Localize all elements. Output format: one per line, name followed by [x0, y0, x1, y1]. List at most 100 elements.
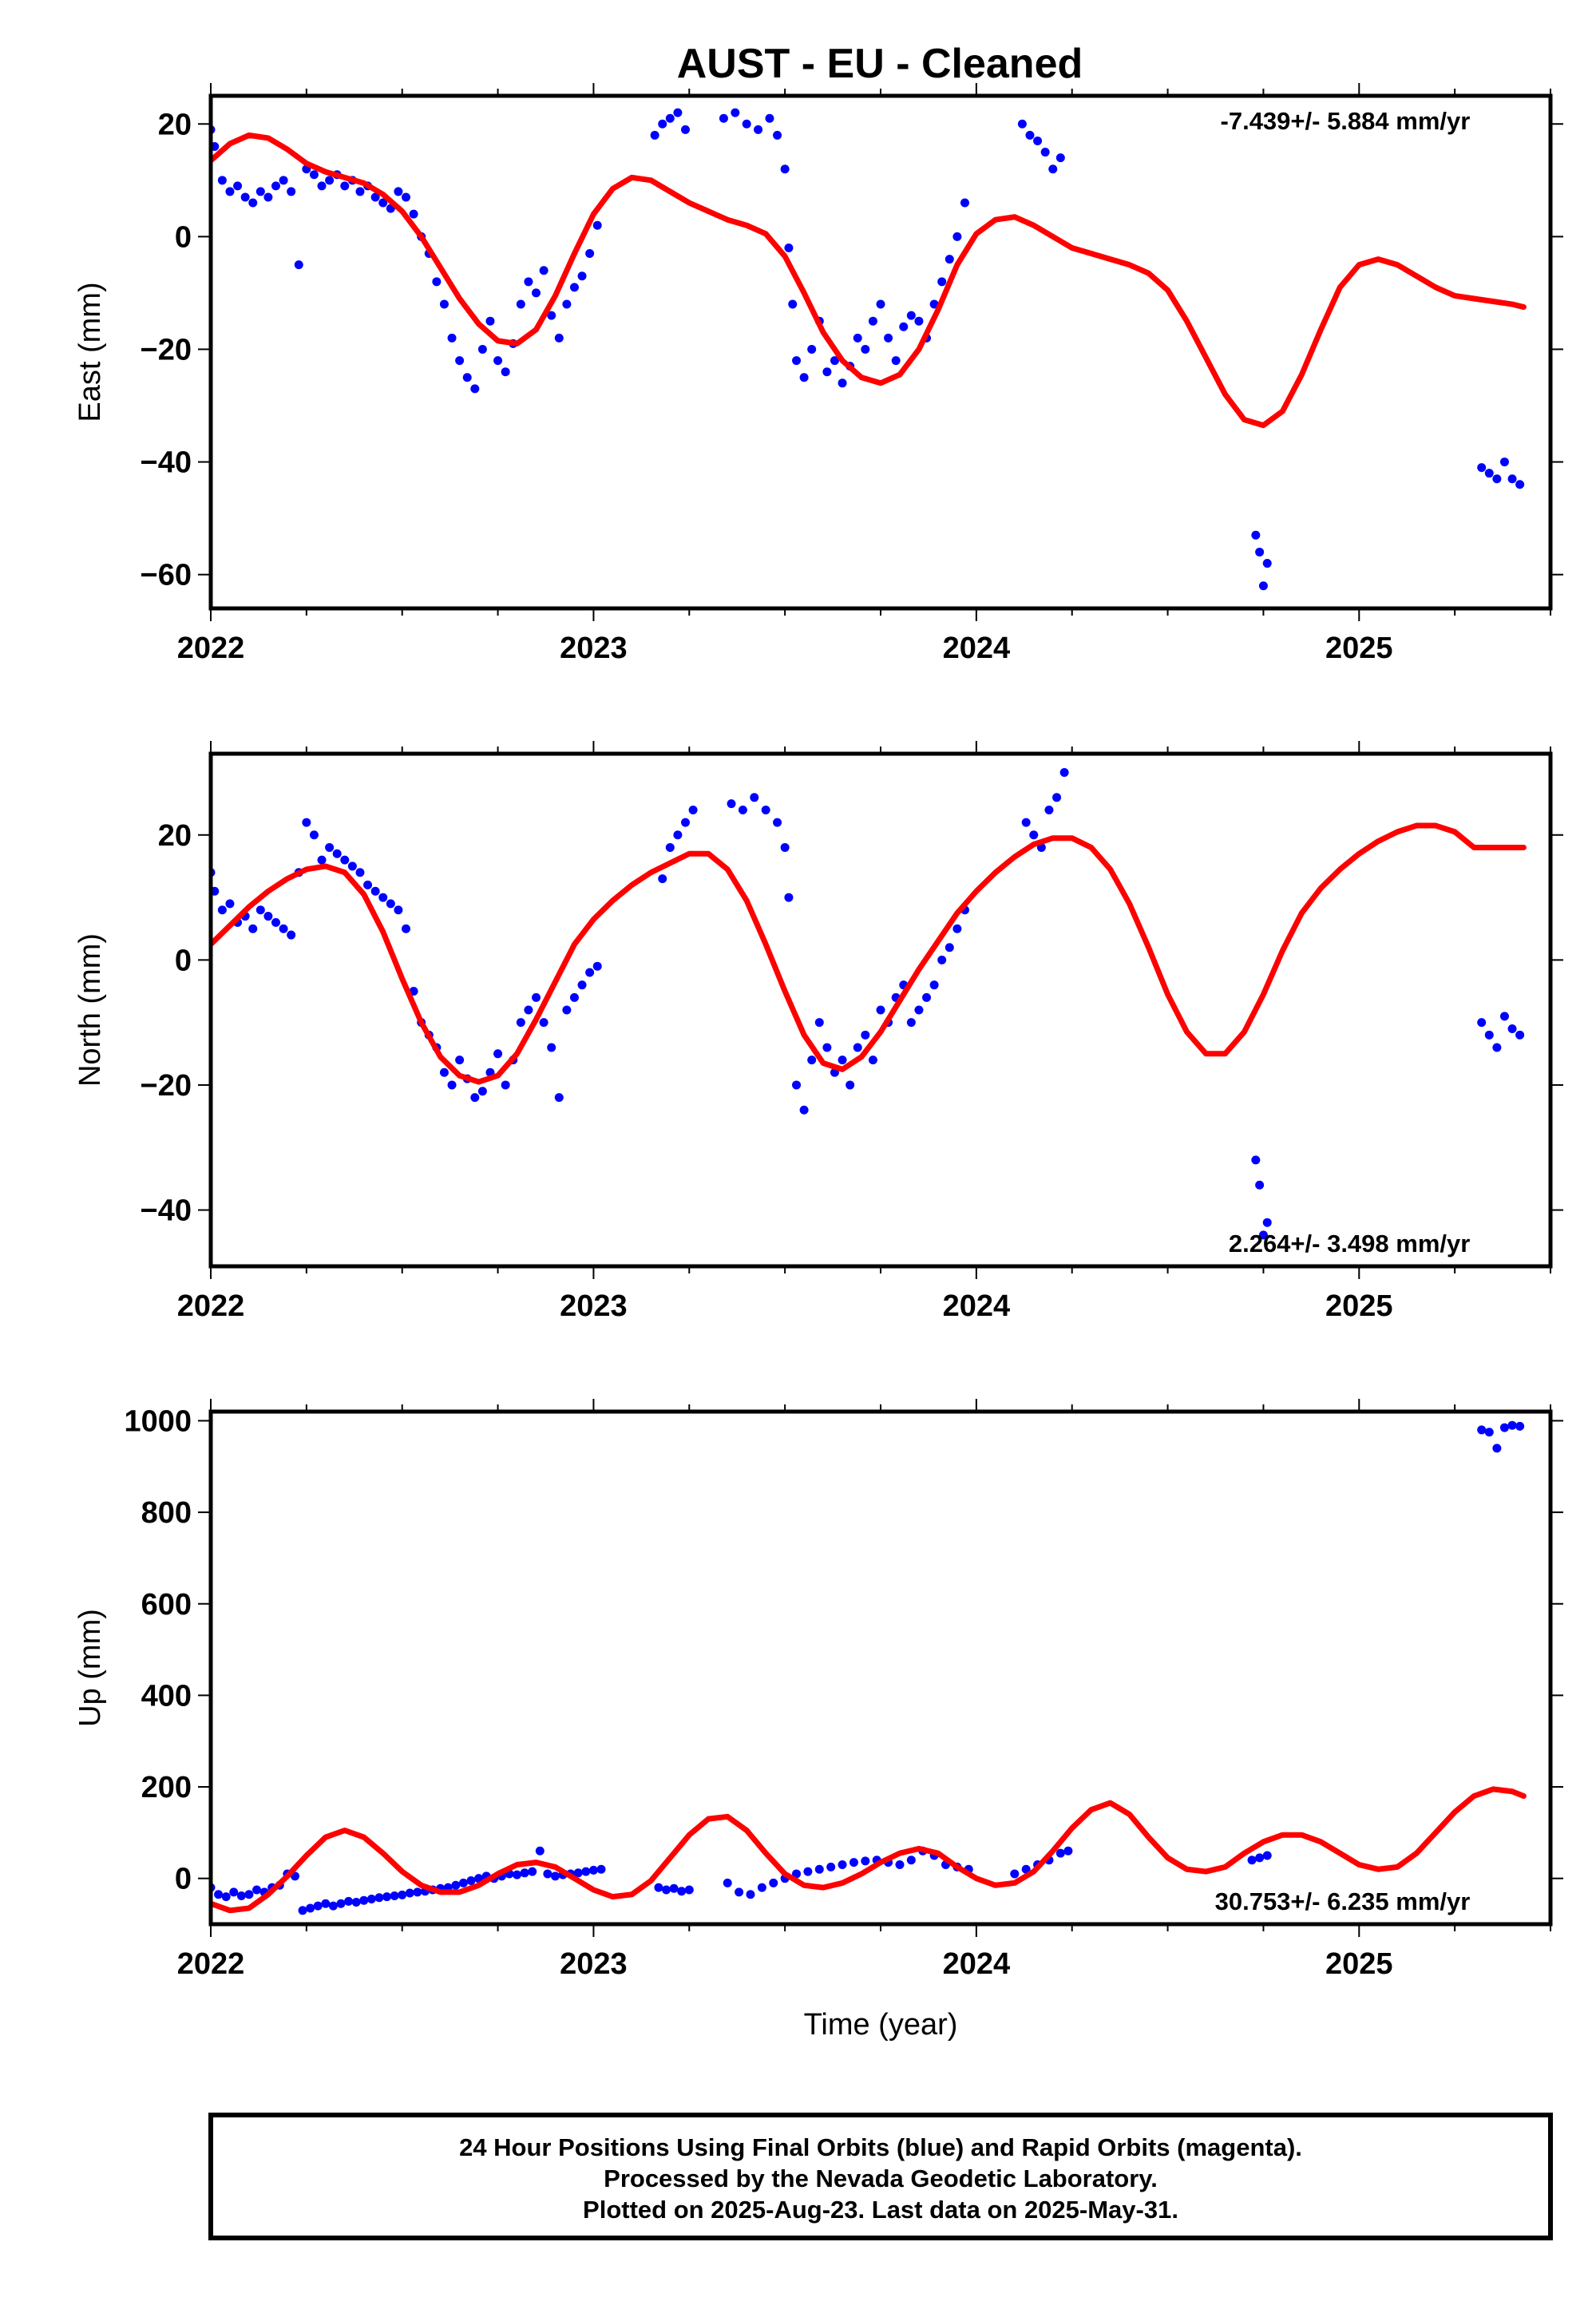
north-data-point [1477, 1018, 1487, 1028]
east-data-point [409, 209, 418, 219]
up-data-point [895, 1860, 905, 1869]
north-y-axis-title: North (mm) [73, 933, 107, 1087]
north-data-point [547, 1043, 556, 1052]
north-data-point [673, 830, 683, 840]
east-data-point [532, 288, 541, 298]
chart-title: AUST - EU - Cleaned [677, 41, 1083, 87]
north-data-point [1499, 1012, 1509, 1021]
up-data-point [528, 1867, 537, 1876]
north-data-point [1044, 805, 1054, 814]
up-x-axis-title: Time (year) [804, 2008, 958, 2042]
north-data-point [585, 968, 595, 977]
up-data-point [535, 1846, 545, 1856]
north-data-point [688, 805, 698, 814]
east-data-point [665, 113, 675, 123]
north-y-tick-label: −20 [141, 1069, 192, 1103]
up-data-point [735, 1887, 744, 1897]
north-data-point [501, 1080, 510, 1090]
north-data-point [727, 799, 736, 809]
north-data-point [853, 1043, 862, 1052]
east-data-point [524, 277, 533, 287]
north-data-point [455, 1056, 465, 1065]
north-data-point [309, 830, 319, 840]
up-data-point [321, 1899, 331, 1908]
east-data-point [719, 113, 728, 123]
north-data-point [255, 905, 265, 915]
up-data-point [543, 1869, 552, 1879]
up-data-point [849, 1858, 858, 1867]
up-x-tick-label: 2025 [1325, 1947, 1393, 1981]
footer-line-2: Processed by the Nevada Geodetic Laborat… [604, 2165, 1158, 2192]
north-data-point [279, 924, 288, 933]
footer-frame [208, 2113, 1553, 2240]
north-data-point [922, 992, 932, 1002]
north-data-point [363, 880, 373, 889]
up-data-point [669, 1883, 679, 1893]
east-data-point [309, 170, 319, 180]
east-data-point [799, 373, 809, 382]
up-data-point [581, 1867, 591, 1876]
east-model-line [211, 132, 1527, 429]
east-data-point [792, 356, 802, 366]
up-data-point [588, 1865, 598, 1875]
north-data-point [470, 1093, 480, 1103]
north-x-tick-label: 2025 [1325, 1289, 1393, 1323]
footer-line-1: 24 Hour Positions Using Final Orbits (bl… [459, 2133, 1302, 2161]
east-frame [208, 93, 1553, 611]
north-data-point [1029, 830, 1039, 840]
east-data-point [773, 130, 782, 140]
north-y-tick-label: 20 [158, 819, 192, 853]
north-data-point [370, 886, 380, 896]
up-data-point [520, 1868, 529, 1878]
north-frame [208, 751, 1553, 1269]
up-data-point [313, 1901, 323, 1911]
north-data-point [838, 1056, 847, 1065]
north-data-point [876, 1005, 885, 1015]
north-data-point [761, 805, 770, 814]
up-x-tick-label: 2022 [177, 1947, 245, 1981]
east-data-point [891, 356, 901, 366]
east-data-point [501, 367, 510, 377]
up-data-point [351, 1897, 361, 1907]
east-data-point [539, 266, 549, 275]
up-data-point [723, 1878, 732, 1887]
north-data-point [1059, 767, 1069, 777]
east-data-point [780, 164, 790, 174]
north-data-point [1492, 1043, 1502, 1052]
up-data-point [451, 1880, 461, 1890]
up-data-point [390, 1891, 399, 1900]
north-data-point [577, 980, 587, 990]
up-data-point [550, 1871, 560, 1881]
north-data-point [1251, 1155, 1261, 1165]
east-data-point [838, 378, 847, 388]
up-data-point [662, 1885, 671, 1895]
north-data-point [532, 992, 541, 1002]
north-rate-text: 2.264+/- 3.498 mm/yr [1229, 1230, 1470, 1258]
up-data-point [1484, 1428, 1494, 1437]
north-data-point [355, 868, 365, 877]
east-data-point [731, 108, 740, 117]
north-x-tick-label: 2023 [560, 1289, 628, 1323]
east-y-tick-label: −20 [141, 333, 192, 366]
east-data [211, 108, 1527, 591]
east-x-tick-label: 2024 [943, 632, 1011, 665]
east-data-point [378, 198, 388, 208]
north-data-point [569, 992, 579, 1002]
north-data-point [750, 793, 759, 802]
up-data-point [236, 1891, 246, 1900]
up-panel: 2022 2023 2024 2025 1000 800 600 400 200 0 Up (mm)… [73, 1399, 1563, 2042]
east-data-point [477, 344, 487, 354]
up-data-point [413, 1887, 422, 1897]
up-data-point [474, 1874, 484, 1883]
east-data-point [830, 356, 839, 366]
up-data-point [252, 1885, 262, 1895]
up-y-tick-label: 1000 [124, 1404, 192, 1438]
north-data-point [1255, 1180, 1265, 1190]
east-data-point [742, 119, 751, 129]
north-data-point [906, 1018, 916, 1028]
east-data-point [287, 187, 296, 196]
north-panel: 2022 2023 2024 2025 20 0 −20 −40 North (mm) 2.264… [73, 741, 1563, 1323]
up-data-point [229, 1887, 239, 1897]
east-data-point [402, 192, 411, 202]
up-data-point [398, 1890, 407, 1899]
